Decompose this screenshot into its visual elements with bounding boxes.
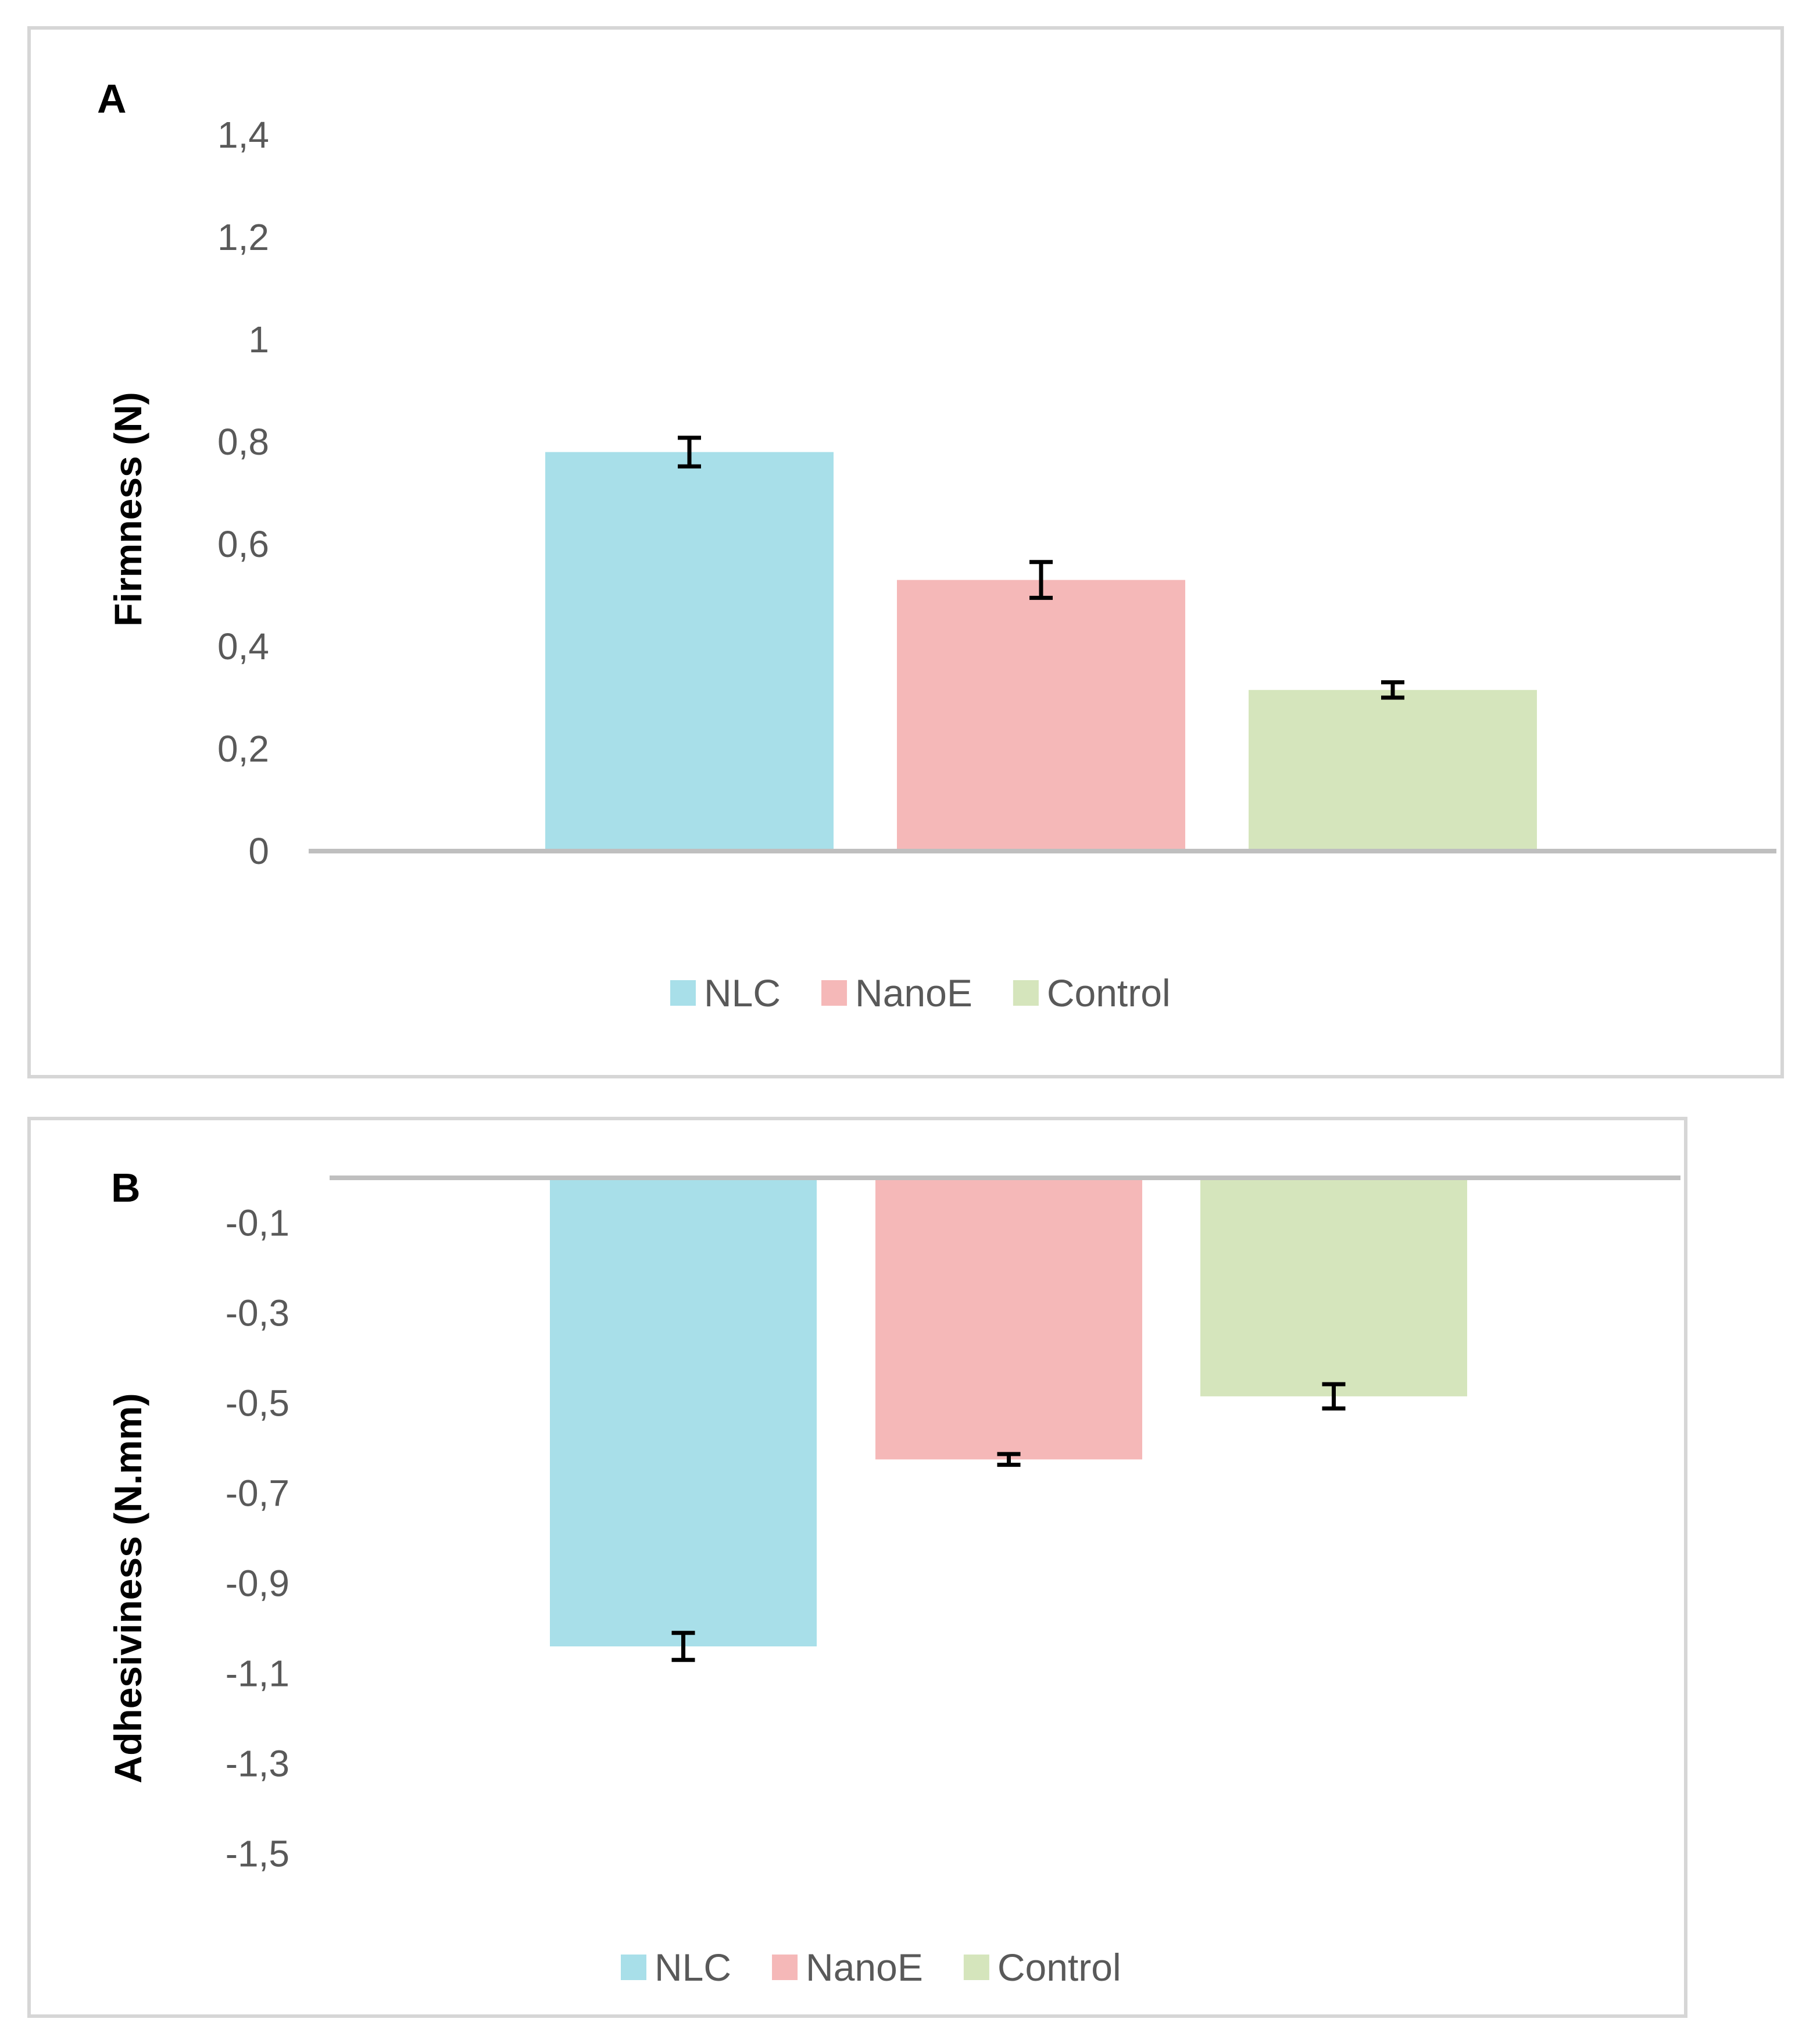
firmness-chart: A Firmness (N) 0 0,2 0,4 0,6 0,8 1 1,2 1,4 NLC Nano… <box>97 76 1776 1014</box>
y-tick-label: -0,1 <box>226 1202 289 1244</box>
y-tick-label: 0,2 <box>217 728 269 770</box>
y-tick-label: 0,4 <box>217 626 269 667</box>
bar-nlc <box>550 1178 817 1646</box>
legend-swatch-nanoe <box>821 980 848 1006</box>
error-bar-nlc <box>678 435 701 469</box>
bar-nanoe <box>897 580 1185 851</box>
y-tick-label: -1,5 <box>226 1833 289 1875</box>
error-bar-nanoe <box>1029 560 1053 600</box>
y-tick-label: -0,5 <box>226 1382 289 1424</box>
legend-swatch-nanoe <box>772 1955 798 1980</box>
y-tick-label: -0,9 <box>226 1563 289 1605</box>
bar-nlc <box>545 452 834 851</box>
legend-label-control: Control <box>997 1946 1121 1989</box>
y-tick-label: -1,3 <box>226 1743 289 1785</box>
chart-panel-b: B Adhesiviness (N.mm) -0,1 -0,3 -0,5 -0,7 -0,9… <box>27 1117 1687 2018</box>
legend-swatch-nlc <box>670 980 696 1006</box>
y-tick-label: 0,8 <box>217 421 269 463</box>
y-tick-label: -1,1 <box>226 1653 289 1695</box>
bar-control <box>1249 689 1537 851</box>
legend-label-nlc: NLC <box>655 1946 731 1989</box>
error-bar-nlc <box>671 1631 695 1662</box>
chart-panel-a: A Firmness (N) 0 0,2 0,4 0,6 0,8 1 1,2 1,4 NLC Nano… <box>27 26 1784 1078</box>
panel-letter: B <box>111 1165 141 1210</box>
legend-swatch-control <box>1013 980 1039 1006</box>
y-axis-label: Adhesiviness (N.mm) <box>106 1393 149 1783</box>
adhesiveness-chart: B Adhesiviness (N.mm) -0,1 -0,3 -0,5 -0,7 -0,9… <box>106 1165 1680 1989</box>
legend-label-nanoe: NanoE <box>855 971 972 1014</box>
y-tick-label: -0,3 <box>226 1292 289 1334</box>
y-tick-label: 1,4 <box>217 114 269 156</box>
y-tick-label: 1 <box>248 319 269 360</box>
error-bar-control <box>1381 680 1404 700</box>
legend-label-control: Control <box>1047 971 1171 1014</box>
bar-nanoe <box>875 1178 1142 1460</box>
panel-letter: A <box>97 76 127 122</box>
y-tick-label: 1,2 <box>217 216 269 258</box>
legend-label-nlc: NLC <box>704 971 781 1014</box>
legend-swatch-nlc <box>621 1955 646 1980</box>
y-tick-label: 0,6 <box>217 523 269 565</box>
y-tick-label: -0,7 <box>226 1473 289 1514</box>
legend-swatch-control <box>963 1955 989 1980</box>
y-tick-label: 0 <box>248 830 269 872</box>
error-bar-nanoe <box>997 1452 1021 1467</box>
y-axis-label: Firmness (N) <box>106 392 149 626</box>
error-bar-control <box>1322 1382 1346 1411</box>
legend-label-nanoe: NanoE <box>806 1946 923 1989</box>
bar-control <box>1200 1178 1467 1396</box>
